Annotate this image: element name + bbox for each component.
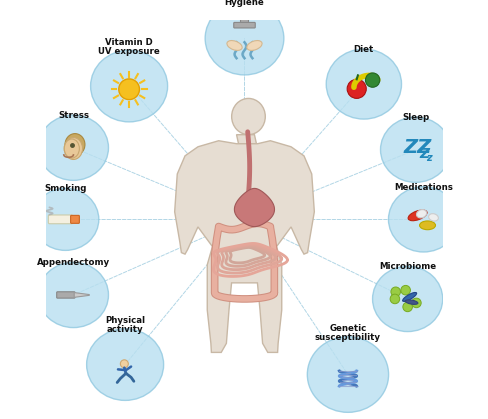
Ellipse shape xyxy=(86,329,163,401)
Ellipse shape xyxy=(38,262,108,328)
Ellipse shape xyxy=(325,49,401,119)
Ellipse shape xyxy=(38,115,108,180)
Ellipse shape xyxy=(65,134,85,155)
Text: ZZ: ZZ xyxy=(403,138,431,157)
Circle shape xyxy=(402,302,411,312)
Circle shape xyxy=(365,73,379,87)
Ellipse shape xyxy=(402,292,416,301)
Ellipse shape xyxy=(64,139,79,158)
Polygon shape xyxy=(174,141,314,352)
Circle shape xyxy=(411,298,420,308)
Text: z: z xyxy=(425,153,430,163)
FancyBboxPatch shape xyxy=(233,22,255,28)
Ellipse shape xyxy=(372,266,442,331)
Text: Appendectomy: Appendectomy xyxy=(37,258,110,267)
FancyBboxPatch shape xyxy=(70,215,79,223)
Ellipse shape xyxy=(380,117,450,182)
FancyBboxPatch shape xyxy=(48,215,72,224)
Polygon shape xyxy=(234,189,274,227)
FancyBboxPatch shape xyxy=(57,292,75,298)
Polygon shape xyxy=(236,134,256,144)
Ellipse shape xyxy=(387,187,458,252)
Ellipse shape xyxy=(405,300,417,304)
Text: Z: Z xyxy=(419,147,428,161)
Polygon shape xyxy=(74,292,89,297)
Text: Stress: Stress xyxy=(58,111,89,120)
Circle shape xyxy=(389,294,399,304)
Ellipse shape xyxy=(231,98,265,134)
Text: Medications: Medications xyxy=(393,183,452,191)
Ellipse shape xyxy=(407,210,426,221)
Text: Diet: Diet xyxy=(353,45,373,54)
Circle shape xyxy=(390,287,400,297)
Ellipse shape xyxy=(90,50,167,122)
Ellipse shape xyxy=(205,2,283,75)
Circle shape xyxy=(120,360,128,368)
Ellipse shape xyxy=(64,137,82,160)
Text: Hygiene: Hygiene xyxy=(224,0,264,7)
Ellipse shape xyxy=(419,221,435,230)
FancyBboxPatch shape xyxy=(240,17,248,27)
Text: Physical
activity: Physical activity xyxy=(105,316,145,334)
Ellipse shape xyxy=(246,41,262,50)
Text: Vitamin D
UV exposure: Vitamin D UV exposure xyxy=(98,38,160,56)
Circle shape xyxy=(346,79,366,98)
Circle shape xyxy=(119,79,139,100)
Text: Genetic
susceptibility: Genetic susceptibility xyxy=(314,324,380,342)
Text: Smoking: Smoking xyxy=(44,184,86,193)
Ellipse shape xyxy=(416,210,426,218)
Text: Sleep: Sleep xyxy=(401,113,428,122)
Ellipse shape xyxy=(32,188,99,251)
Circle shape xyxy=(400,285,409,295)
Ellipse shape xyxy=(306,337,388,412)
Ellipse shape xyxy=(226,41,242,50)
Ellipse shape xyxy=(428,214,438,221)
Text: Microbiome: Microbiome xyxy=(378,262,435,271)
